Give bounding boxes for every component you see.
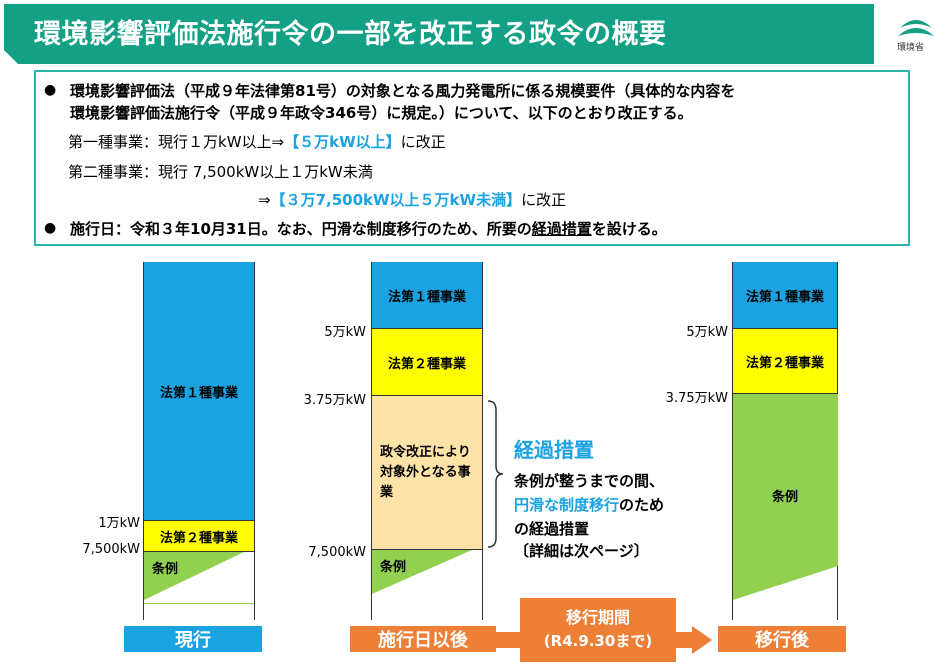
final-class1-label: 法第１種事業 [745,289,824,305]
title-banner [4,4,874,64]
transition-bracket [487,400,504,548]
current-class2-label: 法第２種事業 [159,530,238,546]
final-class2-label: 法第２種事業 [745,355,824,371]
page-title: 環境影響評価法施行令の一部を改正する政令の概要 [34,19,667,50]
class1-change: 第一種事業：現行１万kW以上⇒【５万kW以上】に改正 [68,133,446,151]
annotation-line4: 〔詳細は次ページ〕 [514,542,649,560]
current-tick-7500: 7,500kW [82,542,140,557]
after-class1-label: 法第１種事業 [387,289,466,305]
summary-bullet2: 施行日：令和３年10月31日。なお、円滑な制度移行のため、所要の経過措置を設ける… [70,220,667,238]
current-class1-segment: 法第１種事業 [144,262,254,520]
after-tick-5man: 5万kW [324,325,366,340]
after-excluded-label: 政令改正により対象外となる事業 [380,444,471,500]
summary-box [34,70,910,246]
after-bar: 法第１種事業 法第２種事業 政令改正により対象外となる事業 条例 [371,262,483,620]
current-tick-1man: 1万kW [98,516,140,531]
after-class2-segment: 法第２種事業 [372,328,482,396]
current-jourei-wedge [144,552,244,600]
current-class2-segment: 法第２種事業 [144,520,254,552]
annotation-line1: 条例が整うまでの間、 [514,472,665,490]
annotation-title: 経過措置 [514,438,594,462]
final-tick-5man: 5万kW [686,325,728,340]
after-bottom-label: 施行日以後 [350,626,496,652]
final-class2-segment: 法第２種事業 [733,328,837,394]
after-excluded-segment: 政令改正により対象外となる事業 [372,396,482,550]
current-bar: 法第１種事業 法第２種事業 条例 [143,262,255,620]
current-jourei-label: 条例 [152,562,179,577]
final-tick-375: 3.75万kW [665,391,728,406]
after-class2-label: 法第２種事業 [387,356,466,372]
summary-bullet1-line2: 環境影響評価法施行令（平成９年政令346号）に規定。）について、以下のとおり改正… [70,104,693,122]
after-jourei-wedge [372,550,472,594]
current-bottom-label: 現行 [124,626,262,652]
transition-line1: 移行期間 [565,608,630,627]
transition-line2: (R4.9.30まで) [543,632,653,650]
transition-arrow [496,598,712,662]
after-tick-7500: 7,500kW [308,545,366,560]
final-class1-segment: 法第１種事業 [733,262,837,328]
after-class1-segment: 法第１種事業 [372,262,482,328]
final-jourei-label: 条例 [771,490,798,505]
summary-bullet1-line1: 環境影響評価法（平成９年法律第81号）の対象となる風力発電所に係る規模要件（具体… [70,82,736,100]
annotation-line3: の経過措置 [514,520,590,538]
after-jourei-label: 条例 [380,560,407,575]
class2-current: 第二種事業：現行 7,500kW以上１万kW未満 [68,163,373,181]
after-tick-375: 3.75万kW [303,393,366,408]
bullet-icon: ● [44,82,57,98]
final-bar: 法第１種事業 法第２種事業 条例 [732,262,838,620]
final-bottom-label: 移行後 [718,626,846,652]
final-jourei-shape [733,394,838,600]
ministry-logo-icon [898,20,934,36]
ministry-logo-label: 環境省 [897,43,925,53]
bullet-icon: ● [44,220,57,236]
current-class1-label: 法第１種事業 [159,385,238,401]
class2-change: ⇒【３万7,500kW以上５万kW未満】に改正 [258,191,567,209]
annotation-line2: 円滑な制度移行のため [514,496,665,514]
